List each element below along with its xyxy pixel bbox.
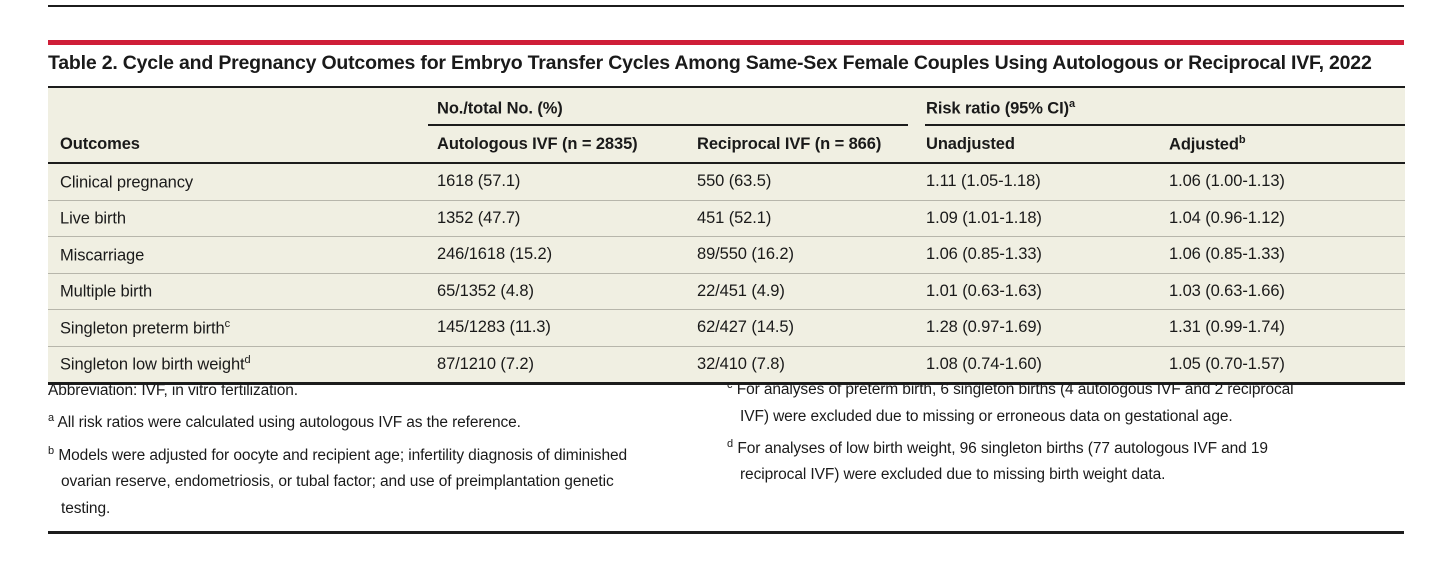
header-unadjusted: Unadjusted xyxy=(917,125,1161,164)
table-title: Table 2. Cycle and Pregnancy Outcomes fo… xyxy=(48,52,1372,74)
cell-autologous: 246/1618 (15.2) xyxy=(428,236,688,273)
footnote-c: c For analyses of preterm birth, 6 singl… xyxy=(727,376,1323,430)
footnote-d: d For analyses of low birth weight, 96 s… xyxy=(727,435,1323,489)
cell-unadjusted: 1.09 (1.01-1.18) xyxy=(917,199,1161,237)
footnote-b-marker: b xyxy=(48,444,55,457)
cell-adjusted: 1.06 (0.85-1.33) xyxy=(1160,236,1406,273)
cell-unadjusted: 1.08 (0.74-1.60) xyxy=(917,345,1161,384)
footnote-d-marker: d xyxy=(727,437,734,450)
outcome-label: Live birth xyxy=(48,199,428,237)
cell-autologous: 1618 (57.1) xyxy=(437,172,521,191)
table-row: Live birth 1352 (47.7) 451 (52.1) 1.09 (… xyxy=(48,199,1406,237)
cell-reciprocal: 22/451 (4.9) xyxy=(688,272,918,310)
footnote-b: b Models were adjusted for oocyte and re… xyxy=(48,442,628,522)
footnote-c-marker: c xyxy=(727,379,733,391)
outcome-label: Clinical pregnancy xyxy=(60,173,194,191)
accent-rule xyxy=(48,40,1404,45)
cell-adjusted: 1.04 (0.96-1.12) xyxy=(1160,199,1406,237)
header-autologous-ivf: Autologous IVF (n = 2835) xyxy=(428,125,688,164)
spanner-spacer xyxy=(48,87,428,126)
cell-reciprocal: 550 (63.5) xyxy=(697,172,772,191)
spanner-risk-ratio-sup: a xyxy=(1069,98,1076,110)
table-row: Miscarriage 246/1618 (15.2) 89/550 (16.2… xyxy=(48,236,1406,273)
footnote-a: a All risk ratios were calculated using … xyxy=(48,409,628,437)
footnote-a-text: All risk ratios were calculated using au… xyxy=(57,414,521,432)
cell-unadjusted: 1.06 (0.85-1.33) xyxy=(917,236,1161,273)
table-row: Clinical pregnancy 1618 (57.1) 550 (63.5… xyxy=(48,163,1405,200)
spanner-no-total: No./total No. (%) xyxy=(428,87,917,126)
spanner-no-total-label: No./total No. (%) xyxy=(437,99,563,118)
top-rule xyxy=(48,5,1404,7)
header-adjusted: Adjustedb xyxy=(1160,125,1406,164)
header-row: Outcomes Autologous IVF (n = 2835) Recip… xyxy=(48,125,1406,164)
table-row: Singleton low birth weightd 87/1210 (7.2… xyxy=(48,345,1406,384)
footnotes-left-column: Abbreviation: IVF, in vitro fertilizatio… xyxy=(48,378,628,527)
cell-reciprocal: 62/427 (14.5) xyxy=(688,309,918,346)
cell-adjusted: 1.31 (0.99-1.74) xyxy=(1160,309,1406,346)
header-adjusted-sup: b xyxy=(1238,133,1246,146)
cell-unadjusted: 1.11 (1.05-1.18) xyxy=(926,172,1041,191)
footnote-b-text: Models were adjusted for oocyte and reci… xyxy=(58,447,628,517)
cell-autologous: 1352 (47.7) xyxy=(428,199,688,237)
outcome-label: Miscarriage xyxy=(48,236,428,273)
header-adjusted-label: Adjusted xyxy=(1169,135,1239,153)
outcomes-table: No./total No. (%) Risk ratio (95% CI)a O… xyxy=(48,86,1406,385)
footnote-c-text: For analyses of preterm birth, 6 singlet… xyxy=(736,381,1294,425)
footnote-abbreviation: Abbreviation: IVF, in vitro fertilizatio… xyxy=(48,382,298,399)
footnote-a-marker: a xyxy=(48,412,55,425)
footnotes-right-column: c For analyses of preterm birth, 6 singl… xyxy=(727,376,1323,494)
header-outcomes: Outcomes xyxy=(48,125,428,164)
spanner-risk-ratio: Risk ratio (95% CI)a xyxy=(917,87,1406,126)
cell-unadjusted: 1.28 (0.97-1.69) xyxy=(917,309,1161,346)
cell-reciprocal: 32/410 (7.8) xyxy=(688,345,918,384)
cell-unadjusted: 1.01 (0.63-1.63) xyxy=(917,272,1161,310)
outcome-label: Singleton low birth weightd xyxy=(48,345,428,384)
cell-reciprocal: 451 (52.1) xyxy=(688,199,918,237)
cell-autologous: 145/1283 (11.3) xyxy=(428,309,688,346)
cell-reciprocal: 89/550 (16.2) xyxy=(688,236,918,273)
table-row: Singleton preterm birthc 145/1283 (11.3)… xyxy=(48,309,1406,346)
footnote-d-text: For analyses of low birth weight, 96 sin… xyxy=(737,440,1268,484)
spanner-row: No./total No. (%) Risk ratio (95% CI)a xyxy=(48,87,1406,126)
spanner-risk-ratio-label: Risk ratio (95% CI) xyxy=(926,99,1069,118)
outcome-label: Singleton preterm birthc xyxy=(48,309,428,346)
cell-adjusted: 1.06 (1.00-1.13) xyxy=(1169,172,1285,191)
outcome-label: Multiple birth xyxy=(48,272,428,310)
cell-autologous: 65/1352 (4.8) xyxy=(428,272,688,310)
cell-adjusted: 1.05 (0.70-1.57) xyxy=(1160,345,1406,384)
cell-adjusted: 1.03 (0.63-1.66) xyxy=(1160,272,1406,310)
bottom-rule xyxy=(48,531,1404,534)
header-reciprocal-ivf: Reciprocal IVF (n = 866) xyxy=(688,125,918,164)
table-row: Multiple birth 65/1352 (4.8) 22/451 (4.9… xyxy=(48,272,1406,310)
cell-autologous: 87/1210 (7.2) xyxy=(428,345,688,384)
